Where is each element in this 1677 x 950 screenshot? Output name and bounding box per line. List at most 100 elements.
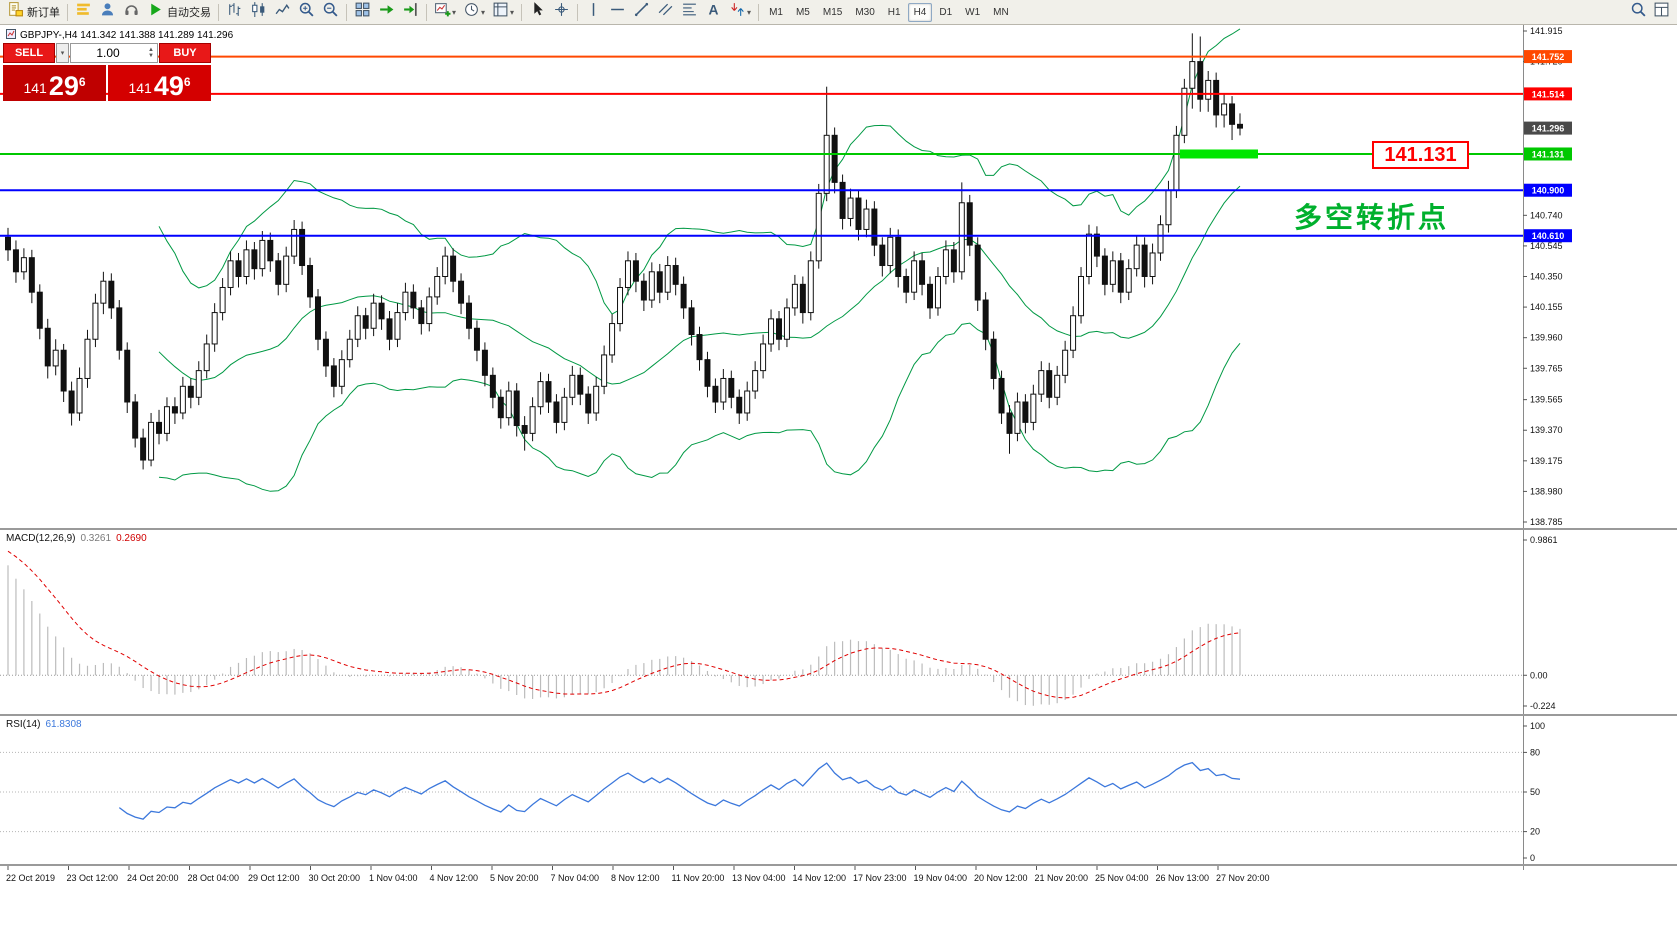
toolbar-separator (521, 3, 523, 21)
tile-windows-button[interactable] (351, 2, 374, 23)
timeframe-m15[interactable]: M15 (822, 6, 843, 18)
timeframe-h4[interactable]: H4 (907, 2, 933, 22)
timeframe-h1[interactable]: H1 (887, 6, 901, 18)
text-icon: A (705, 1, 722, 23)
svg-text:140.740: 140.740 (1530, 210, 1563, 220)
volume-input[interactable]: 1.00 ▲ ▼ (70, 43, 158, 63)
horizontal-line[interactable] (0, 149, 1523, 159)
time-axis[interactable]: 22 Oct 2019 23 Oct 12:00 24 Oct 20:00 28 Oc… (0, 866, 1677, 896)
horizontal-line-button[interactable] (606, 2, 629, 23)
channel-button[interactable] (654, 2, 677, 23)
volume-value[interactable]: 1.00 (96, 46, 120, 60)
time-label: 27 Nov 20:00 (1216, 873, 1270, 883)
arrows-button[interactable]: ▾ (726, 2, 754, 23)
vertical-line-button[interactable] (582, 2, 605, 23)
community-icon (99, 1, 116, 23)
sell-price-box[interactable]: 141 29 6 (3, 65, 106, 101)
buy-price-box[interactable]: 141 49 6 (108, 65, 211, 101)
zoom-out-button[interactable] (319, 2, 342, 23)
search-button[interactable] (1627, 2, 1650, 23)
chevron-down-icon[interactable]: ▾ (510, 7, 515, 17)
timeframe-d1[interactable]: D1 (939, 6, 953, 18)
price-scale[interactable]: 141.915141.720140.740140.545140.350140.1… (1523, 25, 1572, 528)
chevron-down-icon[interactable]: ▾ (747, 7, 752, 17)
chevron-down-icon[interactable]: ▾ (481, 7, 486, 17)
toolbar-separator (67, 3, 68, 21)
stepper-up-icon[interactable]: ▲ (148, 47, 154, 53)
line-chart-button[interactable] (271, 2, 294, 23)
main-chart-canvas[interactable]: 141.915141.720140.740140.545140.350140.1… (0, 25, 1677, 528)
timeframe-mn[interactable]: MN (993, 6, 1009, 18)
vertical-line-icon (585, 1, 602, 23)
rsi-pane-canvas[interactable]: 100 80 50 20 0 (0, 716, 1677, 864)
crosshair-button[interactable] (550, 2, 573, 23)
time-label: 21 Nov 20:00 (1035, 873, 1089, 883)
svg-text:139.175: 139.175 (1530, 456, 1563, 466)
time-label: 14 Nov 12:00 (793, 873, 847, 883)
support-button[interactable] (120, 2, 143, 23)
stepper-down-icon[interactable]: ▼ (148, 53, 154, 59)
toolbar-separator (577, 3, 579, 21)
market-depth-button[interactable] (72, 2, 95, 23)
sell-button[interactable]: SELL (3, 43, 55, 63)
fibonacci-button[interactable] (678, 2, 701, 23)
price-badge (1524, 147, 1572, 161)
turning-point-label[interactable]: 多空转折点 (1294, 202, 1450, 233)
volume-dropdown[interactable]: ▾ (56, 43, 69, 63)
time-label: 19 Nov 04:00 (914, 873, 968, 883)
bar-chart-button[interactable] (223, 2, 246, 23)
time-label: 26 Nov 13:00 (1156, 873, 1210, 883)
text-button[interactable]: A (702, 1, 725, 23)
tile-windows-icon (354, 1, 371, 23)
new-order-button[interactable]: 新订单 (4, 2, 63, 23)
svg-text:140.155: 140.155 (1530, 302, 1563, 312)
time-label: 17 Nov 23:00 (853, 873, 907, 883)
price-badge (1524, 229, 1572, 243)
macd-signal-value: 0.2690 (116, 533, 147, 544)
auto-scroll-button[interactable] (375, 2, 398, 23)
templates-button[interactable]: ▾ (489, 2, 517, 23)
trendline-button[interactable] (630, 2, 653, 23)
rsi-line (118, 761, 1241, 820)
pane-splitter[interactable] (0, 864, 1677, 866)
candles-series (5, 33, 1243, 470)
pane-splitter[interactable] (0, 714, 1677, 716)
pane-splitter[interactable] (0, 528, 1677, 530)
chart-icon (6, 29, 16, 42)
svg-text:20: 20 (1530, 827, 1540, 837)
timeframe-m1[interactable]: M1 (769, 6, 783, 18)
timeframe-m5[interactable]: M5 (795, 6, 810, 18)
layout-button[interactable] (1650, 2, 1673, 23)
auto-trading-button[interactable]: 自动交易 (144, 2, 214, 23)
profiles-button[interactable]: ▾ (460, 2, 488, 23)
chart-shift-icon (402, 1, 419, 23)
toolbar-separator (426, 3, 427, 21)
macd-main-value: 0.3261 (80, 533, 112, 544)
time-label: 8 Nov 12:00 (611, 873, 660, 883)
price-annotation-box[interactable]: 141.131 (1372, 141, 1469, 169)
candlestick-button[interactable] (247, 2, 270, 23)
channel-icon (657, 1, 674, 23)
chart-shift-button[interactable] (399, 2, 422, 23)
price-badge (1524, 121, 1572, 135)
symbol-bar: GBPJPY-,H4 141.342 141.388 141.289 141.2… (6, 29, 233, 42)
volume-stepper[interactable]: ▲ ▼ (145, 47, 157, 59)
new-chart-button[interactable]: ▾ (431, 2, 459, 23)
timeframe-m30[interactable]: M30 (855, 6, 875, 18)
search-icon (1630, 1, 1647, 23)
time-label: 11 Nov 20:00 (672, 873, 725, 883)
highlight-segment (1180, 149, 1258, 159)
timeframe-w1[interactable]: W1 (965, 6, 981, 18)
zoom-out-icon (322, 1, 339, 23)
zoom-in-button[interactable] (295, 2, 318, 23)
cursor-button[interactable] (526, 2, 549, 23)
chevron-down-icon[interactable]: ▾ (452, 7, 457, 17)
price-badge (1524, 50, 1572, 64)
time-label: 5 Nov 20:00 (490, 873, 539, 883)
macd-pane-canvas[interactable]: 0.9861 0.00 -0.224 (0, 530, 1677, 714)
svg-text:139.370: 139.370 (1530, 425, 1563, 435)
buy-button[interactable]: BUY (159, 43, 211, 63)
zoom-in-icon (298, 1, 315, 23)
community-button[interactable] (96, 2, 119, 23)
headset-icon (123, 1, 140, 23)
